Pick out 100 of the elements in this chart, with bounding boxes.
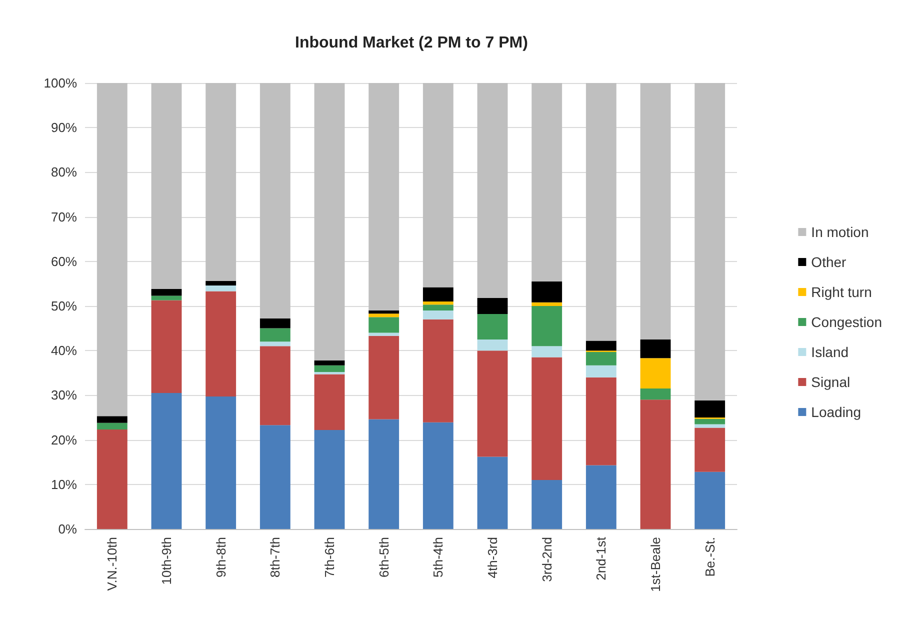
bar <box>532 83 562 282</box>
bar <box>640 339 671 358</box>
bar <box>477 314 508 340</box>
bar <box>532 357 562 480</box>
bar <box>368 317 400 333</box>
bar <box>586 365 616 378</box>
x-tick-label: 2nd-1st <box>594 536 609 580</box>
bar <box>96 430 128 529</box>
legend-label: Right turn <box>811 284 872 300</box>
bar <box>586 83 616 341</box>
bar <box>206 396 236 529</box>
legend-label: Signal <box>811 374 850 390</box>
x-tick-label: 3rd-2nd <box>539 537 554 582</box>
bar <box>586 377 616 466</box>
bar <box>586 352 616 366</box>
bar <box>151 300 182 393</box>
bar <box>368 314 400 318</box>
legend-label: Congestion <box>811 314 882 330</box>
bar <box>206 83 236 282</box>
bar <box>314 430 345 529</box>
y-tick-label: 40% <box>50 343 78 358</box>
bar <box>422 304 454 310</box>
bar <box>314 365 345 372</box>
bar <box>260 83 290 318</box>
x-tick-label: 7th-6th <box>322 537 337 578</box>
bar <box>260 346 290 426</box>
bar <box>477 350 508 457</box>
bar <box>477 456 508 529</box>
bar <box>422 310 454 320</box>
bar <box>368 332 400 336</box>
bar <box>314 374 345 430</box>
bar <box>532 346 562 358</box>
bar <box>694 418 726 424</box>
bar <box>151 296 182 300</box>
bar <box>368 310 400 314</box>
bar <box>314 360 345 366</box>
bar <box>694 472 726 529</box>
y-tick-label: 50% <box>50 298 78 314</box>
chart-title: Inbound Market (2 PM to 7 PM) <box>295 34 528 52</box>
bar <box>260 318 290 328</box>
y-tick-label: 30% <box>50 388 78 403</box>
bar <box>640 83 671 340</box>
bar <box>694 424 726 428</box>
bar <box>477 298 508 314</box>
legend-label: Loading <box>811 404 861 420</box>
y-tick-label: 0% <box>58 522 78 536</box>
x-tick-label: V.N.-10th <box>104 537 120 591</box>
bar <box>694 83 726 401</box>
x-tick-label: 4th-3rd <box>485 537 500 578</box>
bar <box>96 83 128 416</box>
bar <box>314 83 345 360</box>
bar <box>368 419 400 529</box>
bar <box>640 388 671 400</box>
bar <box>422 302 454 305</box>
y-tick-label: 100% <box>44 76 78 90</box>
bar <box>96 416 128 423</box>
bar <box>368 336 400 420</box>
bar <box>477 339 508 351</box>
bar <box>422 422 454 529</box>
legend-label: In motion <box>811 224 869 240</box>
x-tick-label: 9th-8th <box>213 537 228 578</box>
legend-label: Island <box>811 344 849 360</box>
bar <box>151 83 182 290</box>
bar <box>206 291 236 397</box>
bar <box>640 358 671 389</box>
y-tick-label: 80% <box>50 164 78 180</box>
bar <box>532 480 562 529</box>
bar <box>96 422 128 430</box>
x-tick-label: 8th-7th <box>268 537 283 578</box>
bar <box>586 465 616 529</box>
bar <box>640 400 671 529</box>
y-tick-label: 70% <box>50 209 78 224</box>
bar <box>422 287 454 302</box>
bar <box>151 289 182 296</box>
bar <box>368 83 400 310</box>
bar <box>477 83 508 298</box>
bar <box>532 302 562 306</box>
bar <box>422 83 454 288</box>
bar <box>694 428 726 472</box>
legend-label: Other <box>811 254 847 270</box>
bar <box>151 392 182 529</box>
bar <box>206 285 236 292</box>
bar <box>586 340 616 351</box>
bar <box>260 328 290 342</box>
y-tick-label: 90% <box>50 120 78 136</box>
bar <box>260 342 290 346</box>
y-tick-label: 60% <box>50 254 78 269</box>
bar <box>532 306 562 346</box>
bar <box>532 281 562 302</box>
x-tick-label: Be.-St. <box>702 537 718 577</box>
x-tick-label: 5th-4th <box>430 537 446 578</box>
y-tick-label: 20% <box>50 432 78 448</box>
x-tick-label: 10th-9th <box>159 537 174 585</box>
bar <box>206 281 236 286</box>
bar <box>422 319 454 422</box>
bar <box>694 400 726 418</box>
bar <box>260 425 290 529</box>
y-tick-label: 10% <box>50 476 78 492</box>
x-tick-label: 1st-Beale <box>648 537 663 592</box>
x-tick-label: 6th-5th <box>376 537 392 578</box>
